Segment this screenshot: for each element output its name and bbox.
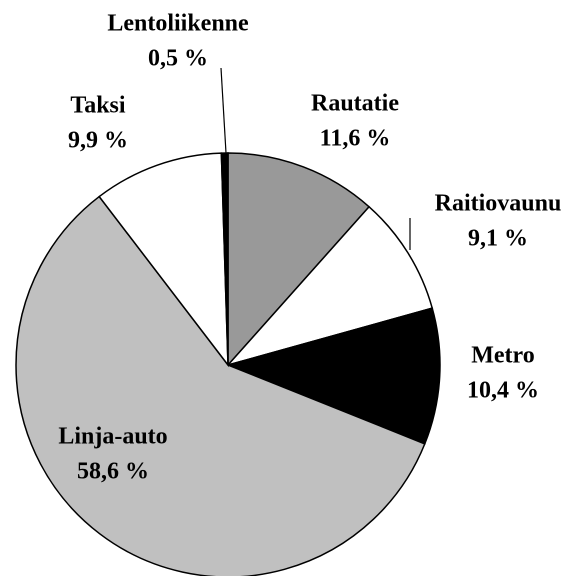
value-label: 58,6 % <box>77 459 149 485</box>
value-label: 10,4 % <box>467 378 539 404</box>
value-label: 9,1 % <box>468 226 528 252</box>
pie-slice <box>15 195 426 576</box>
pie-slice <box>227 152 371 367</box>
category-label: Raitiovaunu <box>435 191 562 217</box>
value-label: 0,5 % <box>148 46 208 72</box>
pie-slice <box>220 152 229 366</box>
category-label: Metro <box>471 343 535 369</box>
category-label: Taksi <box>70 93 125 119</box>
category-label: Linja-auto <box>58 424 167 450</box>
pie-slice <box>225 205 434 367</box>
category-label: Lentoliikenne <box>107 11 249 37</box>
category-label: Rautatie <box>311 91 399 117</box>
leader-line <box>220 67 227 154</box>
value-label: 11,6 % <box>320 126 391 152</box>
value-label: 9,9 % <box>68 128 128 154</box>
pie-slice <box>98 152 229 368</box>
pie-slice <box>225 307 441 445</box>
